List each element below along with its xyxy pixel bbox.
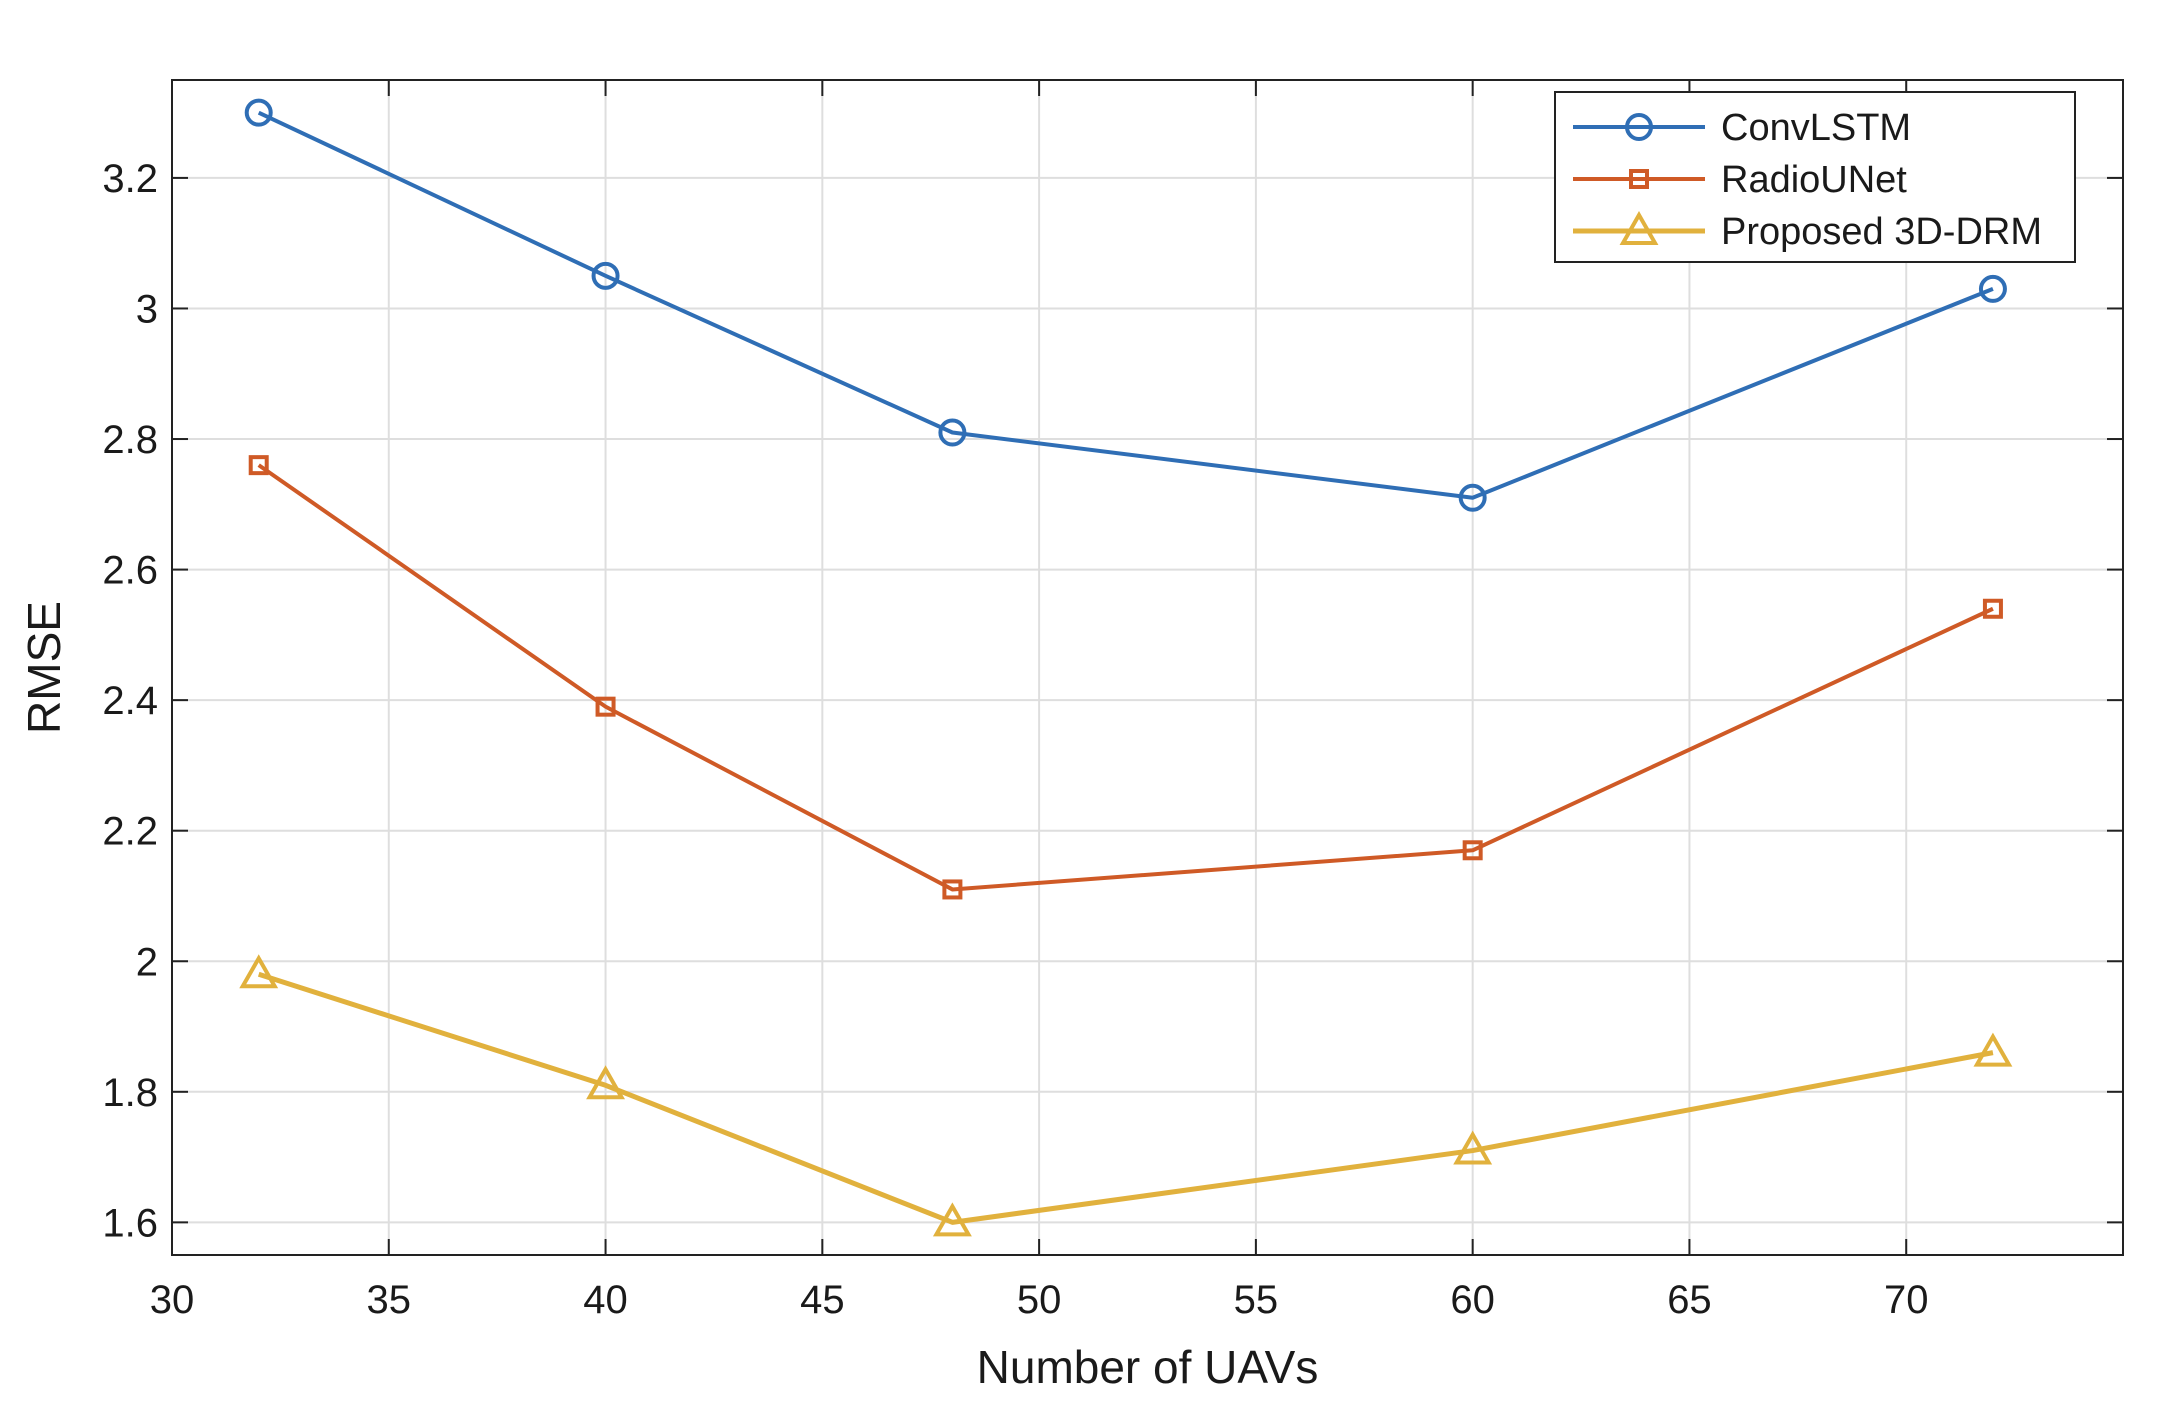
data-point-convlstm — [938, 418, 967, 447]
data-point-proposed-3d-drm — [586, 1065, 626, 1100]
x-tick-label: 30 — [150, 1278, 195, 1322]
data-point-radiounet — [248, 455, 269, 476]
x-tick-label: 50 — [1017, 1278, 1062, 1322]
legend-label: RadioUNet — [1721, 159, 1907, 201]
x-tick-label: 35 — [367, 1278, 412, 1322]
x-tick-label: 70 — [1884, 1278, 1929, 1322]
data-point-proposed-3d-drm — [1453, 1130, 1493, 1165]
series-line-radiounet — [257, 463, 1994, 892]
legend-item-proposed-3d-drm: Proposed 3D-DRM — [1573, 210, 2042, 253]
data-point-proposed-3d-drm — [932, 1202, 972, 1237]
legend-item-convlstm: ConvLSTM — [1573, 107, 1911, 149]
y-tick-label: 2.8 — [102, 418, 158, 462]
series-line-proposed-3d-drm — [257, 971, 1994, 1225]
legend: ConvLSTM RadioUNet Proposed 3D-DRM — [1554, 91, 2076, 263]
series-line-convlstm — [257, 110, 1994, 500]
x-tick-label: 45 — [800, 1278, 845, 1322]
y-tick-label: 3 — [136, 287, 158, 331]
data-point-convlstm — [244, 98, 273, 127]
data-point-convlstm — [591, 261, 620, 290]
series-convlstm — [244, 98, 2007, 512]
legend-swatch-marker — [1619, 210, 1659, 245]
x-tick-label: 60 — [1450, 1278, 1495, 1322]
y-tick-label: 2.6 — [102, 549, 158, 593]
y-tick-label: 1.8 — [102, 1071, 158, 1115]
data-point-radiounet — [595, 696, 616, 717]
data-point-radiounet — [942, 879, 963, 900]
series-layer — [239, 98, 2013, 1237]
legend-label: Proposed 3D-DRM — [1721, 211, 2042, 253]
legend-label: ConvLSTM — [1721, 107, 1911, 149]
ticks: 30 35 40 45 50 55 60 65 70 1.6 1.8 2 2.2 2.4 2.6 2.8 3 3.… — [102, 80, 2123, 1322]
data-point-radiounet — [1982, 598, 2003, 619]
y-tick-label: 2.2 — [102, 810, 158, 854]
data-point-radiounet — [1462, 840, 1483, 861]
legend-swatch-marker — [1625, 113, 1653, 141]
x-tick-label: 65 — [1667, 1278, 1712, 1322]
y-tick-label: 2 — [136, 940, 158, 984]
x-tick-label: 40 — [583, 1278, 628, 1322]
x-tick-label: 55 — [1234, 1278, 1279, 1322]
x-axis-title: Number of UAVs — [977, 1341, 1319, 1393]
data-point-convlstm — [1458, 483, 1487, 512]
data-point-proposed-3d-drm — [1973, 1032, 2013, 1067]
data-point-proposed-3d-drm — [239, 954, 279, 989]
series-radiounet — [248, 455, 2003, 900]
y-axis-title: RMSE — [18, 601, 70, 734]
legend-item-radiounet: RadioUNet — [1573, 159, 1907, 201]
plot-frame — [171, 79, 2124, 1256]
series-proposed-3d-drm — [239, 954, 2013, 1237]
y-tick-label: 3.2 — [102, 157, 158, 201]
y-tick-label: 2.4 — [102, 679, 158, 723]
data-point-convlstm — [1978, 274, 2007, 303]
legend-swatch-marker — [1629, 169, 1649, 189]
y-tick-label: 1.6 — [102, 1201, 158, 1245]
